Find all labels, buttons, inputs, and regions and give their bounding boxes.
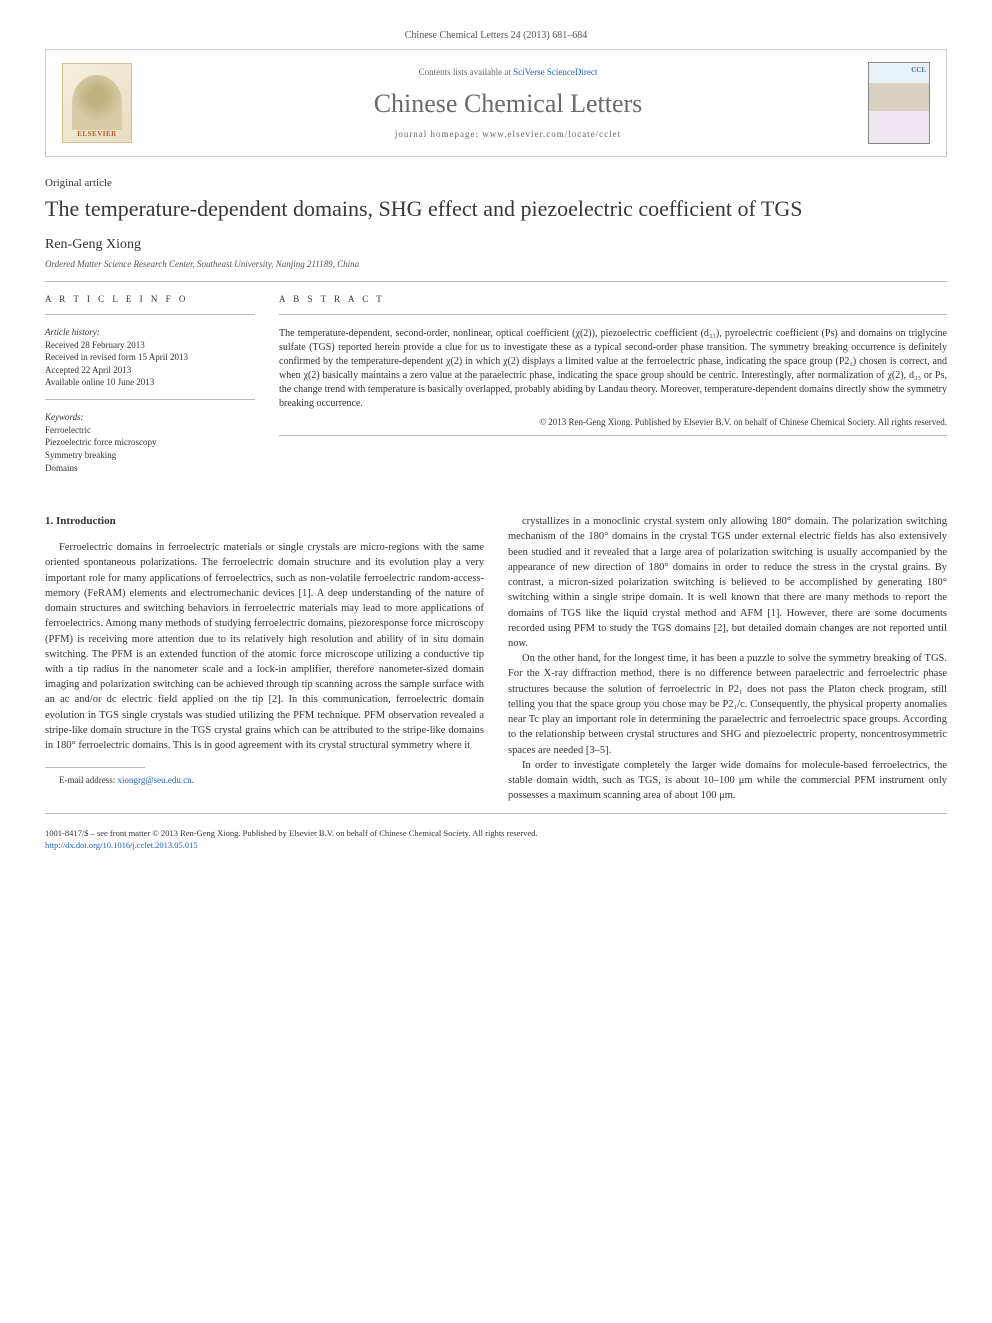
keyword: Symmetry breaking (45, 449, 255, 462)
abstract-copyright: © 2013 Ren-Geng Xiong. Published by Else… (279, 417, 947, 427)
body-paragraph: On the other hand, for the longest time,… (508, 651, 947, 758)
info-abstract-row: A R T I C L E I N F O Article history: R… (45, 294, 947, 485)
elsevier-tree-icon (72, 75, 122, 130)
cover-label: CCL (911, 66, 926, 74)
abstract-bottom-divider (279, 435, 947, 436)
journal-cover-thumbnail: CCL (868, 62, 930, 144)
article-type: Original article (45, 177, 947, 189)
body-column-right: crystallizes in a monoclinic crystal sys… (508, 514, 947, 803)
elsevier-logo: ELSEVIER (62, 63, 132, 143)
footnote-email: E-mail address: xiongrg@seu.edu.cn. (45, 774, 484, 787)
history-accepted: Accepted 22 April 2013 (45, 364, 255, 377)
article-history-block: Article history: Received 28 February 20… (45, 327, 255, 389)
keywords-label: Keywords: (45, 412, 255, 422)
keyword: Piezoelectric force microscopy (45, 436, 255, 449)
journal-banner: ELSEVIER Contents lists available at Sci… (45, 49, 947, 157)
banner-center: Contents lists available at SciVerse Sci… (148, 67, 868, 139)
doi-link[interactable]: http://dx.doi.org/10.1016/j.cclet.2013.0… (45, 840, 198, 850)
homepage-url: www.elsevier.com/locate/cclet (482, 129, 621, 139)
article-info-heading: A R T I C L E I N F O (45, 294, 255, 304)
page-footer: 1001-8417/$ – see front matter © 2013 Re… (45, 828, 947, 852)
contents-available-line: Contents lists available at SciVerse Sci… (148, 67, 868, 77)
elsevier-logo-text: ELSEVIER (77, 130, 116, 138)
author-name: Ren-Geng Xiong (45, 237, 947, 253)
email-label: E-mail address: (59, 775, 117, 785)
body-paragraph: In order to investigate completely the l… (508, 758, 947, 804)
journal-homepage-line: journal homepage: www.elsevier.com/locat… (148, 129, 868, 139)
footer-divider (45, 813, 947, 814)
footnote-divider (45, 767, 145, 768)
info-divider (45, 314, 255, 315)
article-title: The temperature-dependent domains, SHG e… (45, 195, 947, 223)
homepage-prefix: journal homepage: (395, 129, 482, 139)
body-paragraph: Ferroelectric domains in ferroelectric m… (45, 540, 484, 753)
body-paragraph: crystallizes in a monoclinic crystal sys… (508, 514, 947, 651)
keywords-block: Keywords: Ferroelectric Piezoelectric fo… (45, 412, 255, 474)
footer-copyright: 1001-8417/$ – see front matter © 2013 Re… (45, 828, 947, 840)
body-columns: 1. Introduction Ferroelectric domains in… (45, 514, 947, 803)
history-label: Article history: (45, 327, 255, 337)
sciencedirect-link[interactable]: SciVerse ScienceDirect (513, 67, 597, 77)
journal-name: Chinese Chemical Letters (148, 89, 868, 119)
abstract-divider (279, 314, 947, 315)
abstract-text: The temperature-dependent, second-order,… (279, 327, 947, 411)
section-1-heading: 1. Introduction (45, 514, 484, 530)
keyword: Domains (45, 462, 255, 475)
abstract-heading: A B S T R A C T (279, 294, 947, 304)
body-column-left: 1. Introduction Ferroelectric domains in… (45, 514, 484, 803)
history-online: Available online 10 June 2013 (45, 376, 255, 389)
section-divider (45, 281, 947, 282)
info-divider (45, 399, 255, 400)
journal-citation: Chinese Chemical Letters 24 (2013) 681–6… (45, 30, 947, 41)
email-suffix: . (192, 775, 194, 785)
abstract-column: A B S T R A C T The temperature-dependen… (279, 294, 947, 485)
page-wrapper: Chinese Chemical Letters 24 (2013) 681–6… (0, 0, 992, 882)
contents-prefix: Contents lists available at (419, 67, 513, 77)
article-info-column: A R T I C L E I N F O Article history: R… (45, 294, 255, 485)
keyword: Ferroelectric (45, 424, 255, 437)
history-revised: Received in revised form 15 April 2013 (45, 351, 255, 364)
author-affiliation: Ordered Matter Science Research Center, … (45, 259, 947, 269)
author-email-link[interactable]: xiongrg@seu.edu.cn (117, 775, 191, 785)
history-received: Received 28 February 2013 (45, 339, 255, 352)
